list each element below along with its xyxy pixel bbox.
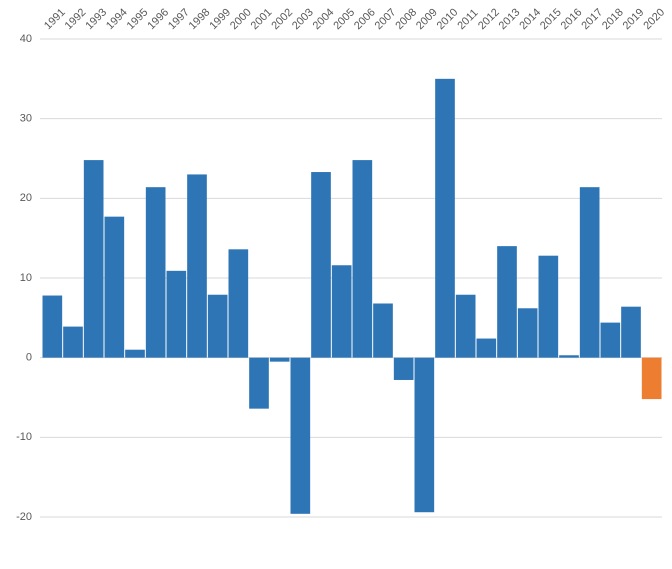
bar	[600, 322, 621, 358]
y-tick-label: 0	[26, 352, 32, 364]
x-tick-label: 2015	[538, 6, 564, 32]
x-tick-label: 2011	[455, 7, 480, 32]
bar	[104, 216, 125, 358]
x-tick-label: 2009	[414, 6, 440, 32]
x-tick-label: 1993	[83, 6, 109, 32]
x-tick-label: 2013	[497, 6, 523, 32]
x-tick-label: 2014	[517, 6, 543, 32]
y-tick-label: 40	[20, 33, 32, 45]
bar	[641, 357, 662, 400]
x-tick-label: 2000	[228, 6, 254, 32]
y-tick-label: -10	[16, 431, 32, 443]
bar	[166, 270, 187, 358]
x-tick-label: 1991	[42, 6, 68, 32]
bar	[249, 357, 269, 409]
x-tick-label: 2001	[249, 6, 275, 32]
bar	[393, 357, 414, 380]
x-tick-label: 1995	[125, 6, 151, 32]
x-tick-label: 2010	[435, 6, 461, 32]
y-tick-label: -20	[16, 511, 32, 523]
x-tick-label: 2019	[621, 6, 647, 32]
x-tick-label: 2008	[393, 6, 419, 32]
x-tick-label: 2003	[290, 6, 316, 32]
bar	[497, 246, 517, 358]
x-tick-label: 2006	[352, 6, 378, 32]
bar	[311, 172, 331, 358]
bar	[538, 255, 559, 358]
bar	[207, 294, 228, 358]
bar	[145, 187, 166, 358]
bar	[579, 187, 600, 358]
bar	[228, 249, 249, 358]
x-tick-label: 1994	[104, 6, 130, 32]
y-tick-label: 10	[20, 272, 32, 284]
x-tick-label: 1996	[145, 6, 171, 32]
bar	[269, 357, 290, 362]
x-tick-label: 2005	[331, 6, 357, 32]
x-tick-label: 2017	[579, 6, 605, 32]
bar	[83, 160, 104, 358]
bar	[63, 326, 83, 358]
bar	[435, 78, 455, 358]
bar	[621, 306, 641, 358]
x-tick-label: 2018	[600, 6, 626, 32]
x-tick-label: 2002	[269, 6, 295, 32]
y-tick-label: 30	[20, 113, 32, 125]
x-tick-label: 1998	[187, 6, 213, 32]
x-tick-label: 1999	[207, 6, 233, 32]
bar	[290, 357, 311, 514]
x-tick-label: 2012	[476, 6, 502, 32]
x-tick-label: 2007	[373, 6, 399, 32]
bar	[187, 174, 207, 358]
x-tick-label: 1997	[166, 6, 192, 32]
bar	[125, 349, 145, 358]
bar	[373, 303, 393, 358]
bar	[476, 338, 497, 358]
bar	[559, 355, 579, 358]
bar	[352, 160, 373, 358]
x-tick-label: 2004	[311, 6, 337, 32]
bar	[331, 265, 352, 358]
bar	[517, 308, 538, 358]
x-tick-label: 2016	[559, 6, 585, 32]
bar	[414, 357, 435, 513]
bar	[455, 294, 476, 358]
x-tick-label: 1992	[63, 6, 89, 32]
bar	[42, 295, 63, 358]
x-tick-label: 2020	[641, 6, 667, 32]
y-tick-label: 20	[20, 192, 32, 204]
